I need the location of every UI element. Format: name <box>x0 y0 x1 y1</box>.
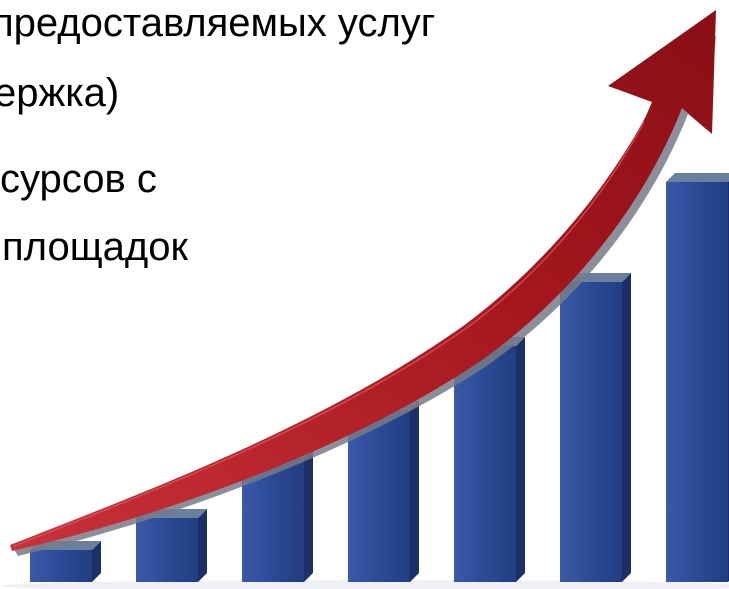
bar-7 <box>666 182 728 582</box>
bar-side-2 <box>198 509 207 582</box>
bar-side-6 <box>622 273 631 582</box>
bar-4 <box>348 410 410 582</box>
bar-side-4 <box>410 401 419 582</box>
text-line-1: предоставляемых услуг <box>0 1 436 45</box>
bar-side-5 <box>516 337 525 582</box>
bar-6 <box>560 282 622 582</box>
bar-side-1 <box>92 541 101 582</box>
text-line-4: площадок <box>2 225 188 269</box>
bar-2 <box>136 518 198 582</box>
floor-shadow <box>0 580 729 589</box>
bar-1 <box>30 550 92 582</box>
arrow-highlight <box>13 121 645 547</box>
text-line-2: ержка) <box>0 71 120 115</box>
bar-side-3 <box>304 449 313 582</box>
text-line-3: сурсов с <box>0 157 157 201</box>
bar-5 <box>454 346 516 582</box>
bar-top-7 <box>666 173 729 182</box>
growth-arrow <box>10 10 716 551</box>
